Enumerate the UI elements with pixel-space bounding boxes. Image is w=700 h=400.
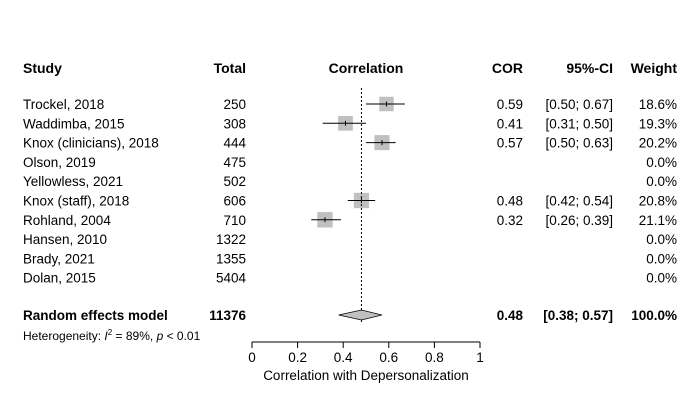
study-name: Hansen, 2010 [23, 232, 107, 247]
study-weight: 0.0% [646, 155, 677, 170]
summary-total: 11376 [209, 308, 246, 323]
study-weight: 0.0% [646, 174, 677, 189]
study-name: Rohland, 2004 [23, 213, 111, 228]
summary-diamond [338, 309, 383, 321]
study-name: Knox (staff), 2018 [23, 194, 129, 209]
study-total: 5404 [216, 271, 247, 286]
x-tick-label: 0.2 [288, 350, 307, 365]
study-name: Waddimba, 2015 [23, 116, 125, 131]
study-ci: [0.50; 0.67] [545, 97, 613, 112]
x-tick-label: 0.4 [334, 350, 353, 365]
study-weight: 0.0% [646, 232, 677, 247]
study-total: 250 [223, 97, 246, 112]
study-weight: 0.0% [646, 251, 677, 266]
study-total: 475 [223, 155, 246, 170]
x-tick-label: 1 [476, 350, 484, 365]
study-name: Dolan, 2015 [23, 271, 96, 286]
x-tick-label: 0 [248, 350, 256, 365]
study-total: 710 [223, 213, 246, 228]
header-ci: 95%-CI [566, 60, 613, 76]
summary-weight: 100.0% [631, 308, 677, 323]
summary-label: Random effects model [23, 308, 168, 323]
x-axis-label: Correlation with Depersonalization [263, 368, 469, 383]
study-cor: 0.59 [497, 97, 523, 112]
study-weight: 20.2% [639, 136, 677, 151]
header-weight: Weight [631, 60, 678, 76]
study-ci: [0.31; 0.50] [545, 116, 613, 131]
study-name: Brady, 2021 [23, 251, 95, 266]
study-weight: 21.1% [639, 213, 677, 228]
heterogeneity-text: Heterogeneity: I2 = 89%, p < 0.01 [23, 328, 201, 343]
study-cor: 0.48 [497, 194, 523, 209]
study-cor: 0.57 [497, 136, 523, 151]
header-study: Study [23, 60, 62, 76]
study-weight: 18.6% [639, 97, 677, 112]
study-name: Trockel, 2018 [23, 97, 104, 112]
study-total: 1322 [216, 232, 246, 247]
x-tick-label: 0.6 [379, 350, 398, 365]
study-total: 606 [223, 194, 246, 209]
summary-ci: [0.38; 0.57] [543, 308, 613, 323]
study-name: Olson, 2019 [23, 155, 96, 170]
header-total: Total [214, 60, 246, 76]
study-weight: 19.3% [639, 116, 677, 131]
study-ci: [0.26; 0.39] [545, 213, 613, 228]
study-total: 444 [223, 136, 246, 151]
header-cor: COR [492, 60, 523, 76]
study-rows: Trockel, 2018 250 0.59 [0.50; 0.67] 18.6% Wad… [23, 96, 677, 286]
x-axis-ticks: 0 0.2 0.4 0.6 0.8 1 [248, 342, 484, 365]
study-name: Knox (clinicians), 2018 [23, 136, 159, 151]
study-ci: [0.42; 0.54] [545, 194, 613, 209]
study-weight: 0.0% [646, 271, 677, 286]
header-correlation: Correlation [329, 60, 404, 76]
study-cor: 0.32 [497, 213, 523, 228]
x-tick-label: 0.8 [425, 350, 444, 365]
study-weight: 20.8% [639, 194, 677, 209]
study-total: 1355 [216, 251, 246, 266]
study-cor: 0.41 [497, 116, 523, 131]
summary-cor: 0.48 [497, 308, 524, 323]
study-name: Yellowless, 2021 [23, 174, 123, 189]
study-total: 502 [223, 174, 246, 189]
study-total: 308 [223, 116, 246, 131]
study-ci: [0.50; 0.63] [545, 136, 613, 151]
